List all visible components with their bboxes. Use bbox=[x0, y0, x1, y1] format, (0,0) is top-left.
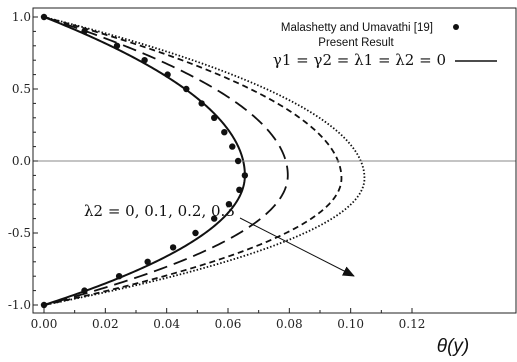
reference-points-layer bbox=[40, 13, 249, 309]
y-tick-label: 1.0 bbox=[12, 10, 31, 24]
y-tick-label: -1.0 bbox=[8, 298, 31, 312]
x-tick-label: 0.08 bbox=[276, 317, 303, 331]
reference-point bbox=[141, 57, 148, 64]
reference-point bbox=[169, 244, 177, 251]
reference-point bbox=[211, 215, 218, 222]
y-tick-label: -0.5 bbox=[8, 226, 31, 240]
reference-point bbox=[164, 71, 171, 78]
series-line-1 bbox=[43, 16, 289, 306]
reference-point bbox=[211, 114, 218, 122]
legend-dot-marker bbox=[453, 24, 459, 30]
x-tick-label: 0.00 bbox=[31, 317, 58, 331]
legend-entry-present-label: Present Result bbox=[318, 37, 394, 49]
reference-point bbox=[234, 157, 242, 165]
axis-ticks: 0.00 0.02 0.04 0.06 0.08 0.10 0.12 -1.0 -0.5 0.0 0… bbox=[8, 10, 426, 331]
reference-point bbox=[192, 229, 199, 237]
legend: Malashetty and Umavathi [19] Present Res… bbox=[273, 22, 497, 69]
legend-entry-reference-label: Malashetty and Umavathi [19] bbox=[281, 22, 433, 34]
legend-entry-baseline-label: γ1 = γ2 = λ1 = λ2 = 0 bbox=[273, 51, 446, 69]
lambda2-annotation: λ2 = 0, 0.1, 0.2, 0.3 bbox=[84, 202, 235, 220]
x-axis-label: θ(y) bbox=[437, 336, 469, 357]
reference-point bbox=[144, 258, 151, 265]
x-tick-label: 0.10 bbox=[337, 317, 364, 331]
reference-point bbox=[241, 172, 249, 179]
reference-point bbox=[115, 273, 123, 280]
reference-point bbox=[81, 287, 88, 294]
reference-point bbox=[236, 186, 243, 193]
reference-point bbox=[221, 129, 228, 136]
reference-point bbox=[225, 201, 233, 208]
reference-point bbox=[81, 28, 88, 35]
reference-point bbox=[183, 85, 190, 93]
reference-point bbox=[198, 100, 205, 107]
x-tick-label: 0.04 bbox=[153, 317, 180, 331]
reference-point bbox=[40, 13, 48, 21]
x-tick-label: 0.06 bbox=[215, 317, 242, 331]
x-tick-label: 0.12 bbox=[399, 317, 426, 331]
y-tick-label: 0.5 bbox=[12, 82, 31, 96]
reference-point bbox=[40, 301, 48, 309]
y-tick-label: 0.0 bbox=[12, 154, 31, 168]
x-tick-label: 0.02 bbox=[92, 317, 119, 331]
annotation-arrow bbox=[239, 217, 355, 277]
reference-point bbox=[113, 42, 121, 49]
series-line-3 bbox=[43, 16, 366, 306]
reference-point bbox=[229, 143, 236, 150]
